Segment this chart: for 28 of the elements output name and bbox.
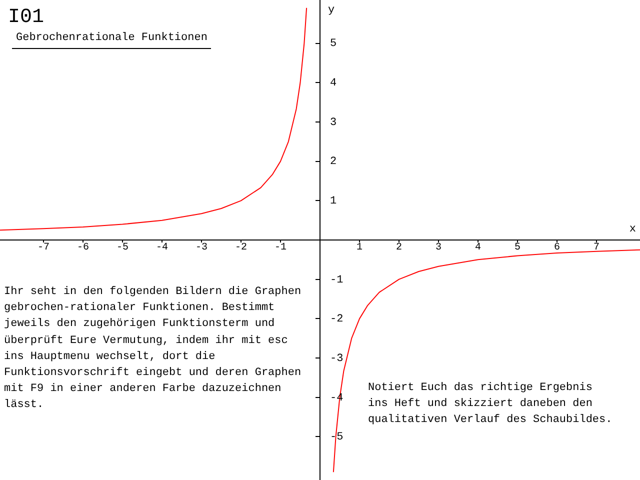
- x-tick-label: 1: [356, 242, 363, 254]
- x-tick-label: -1: [274, 242, 286, 254]
- text: Gebrochenrationale Funktionen: [12, 32, 212, 49]
- x-axis-title: x: [629, 223, 636, 236]
- x-tick-label: -3: [195, 242, 208, 254]
- x-tick-label: 7: [594, 242, 600, 254]
- y-tick-label: -2: [330, 314, 344, 326]
- x-tick-label: 3: [436, 242, 442, 254]
- annotation: Ihr seht in den folgenden Bildern die Graphen gebrochen-rationaler Funktionen. Bestimmt jeweils den zugehörigen Funktionsterm und überprüft Eure Vermutung, indem ihr mit esc ins Hauptmenu wechselt, dort die Funktionsvorschrift eingebt und deren Graphen mit F9 in einer anderen Farbe dazuzeichnen lässt.: [4, 285, 302, 414]
- x-tick-label: 6: [554, 242, 560, 254]
- y-tick-label: -3: [330, 352, 344, 365]
- x-tick-label: -4: [156, 242, 168, 254]
- x-tick-label: -5: [116, 242, 128, 254]
- x-tick-label: 5: [514, 242, 521, 254]
- x-tick-label: 2: [396, 242, 402, 254]
- chart-title: I01: [8, 6, 44, 29]
- y-tick-label: 4: [330, 78, 337, 90]
- y-tick-label: 2: [330, 156, 337, 168]
- y-tick-label: -1: [330, 274, 344, 286]
- x-tick-label: 4: [475, 242, 482, 254]
- y-tick-label: 3: [330, 116, 337, 129]
- x-tick-label: -6: [76, 242, 89, 254]
- y-tick-label: 1: [330, 196, 337, 208]
- x-tick-label: -2: [234, 242, 247, 254]
- y-axis-title: y: [328, 4, 335, 16]
- annotation: Notiert Euch das richtige Ergebnis ins Heft und skizziert daneben den qualitativen Verlauf des Schaubildes.: [368, 381, 614, 428]
- x-tick-label: -7: [37, 242, 50, 254]
- y-tick-label: 5: [330, 38, 337, 50]
